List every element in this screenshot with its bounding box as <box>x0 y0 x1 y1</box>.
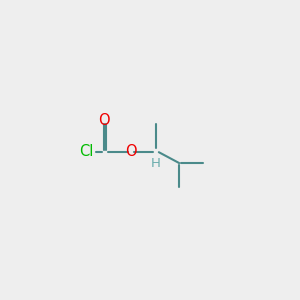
Text: Cl: Cl <box>79 144 94 159</box>
Text: O: O <box>98 113 110 128</box>
Text: H: H <box>151 157 161 170</box>
Text: O: O <box>125 144 137 159</box>
